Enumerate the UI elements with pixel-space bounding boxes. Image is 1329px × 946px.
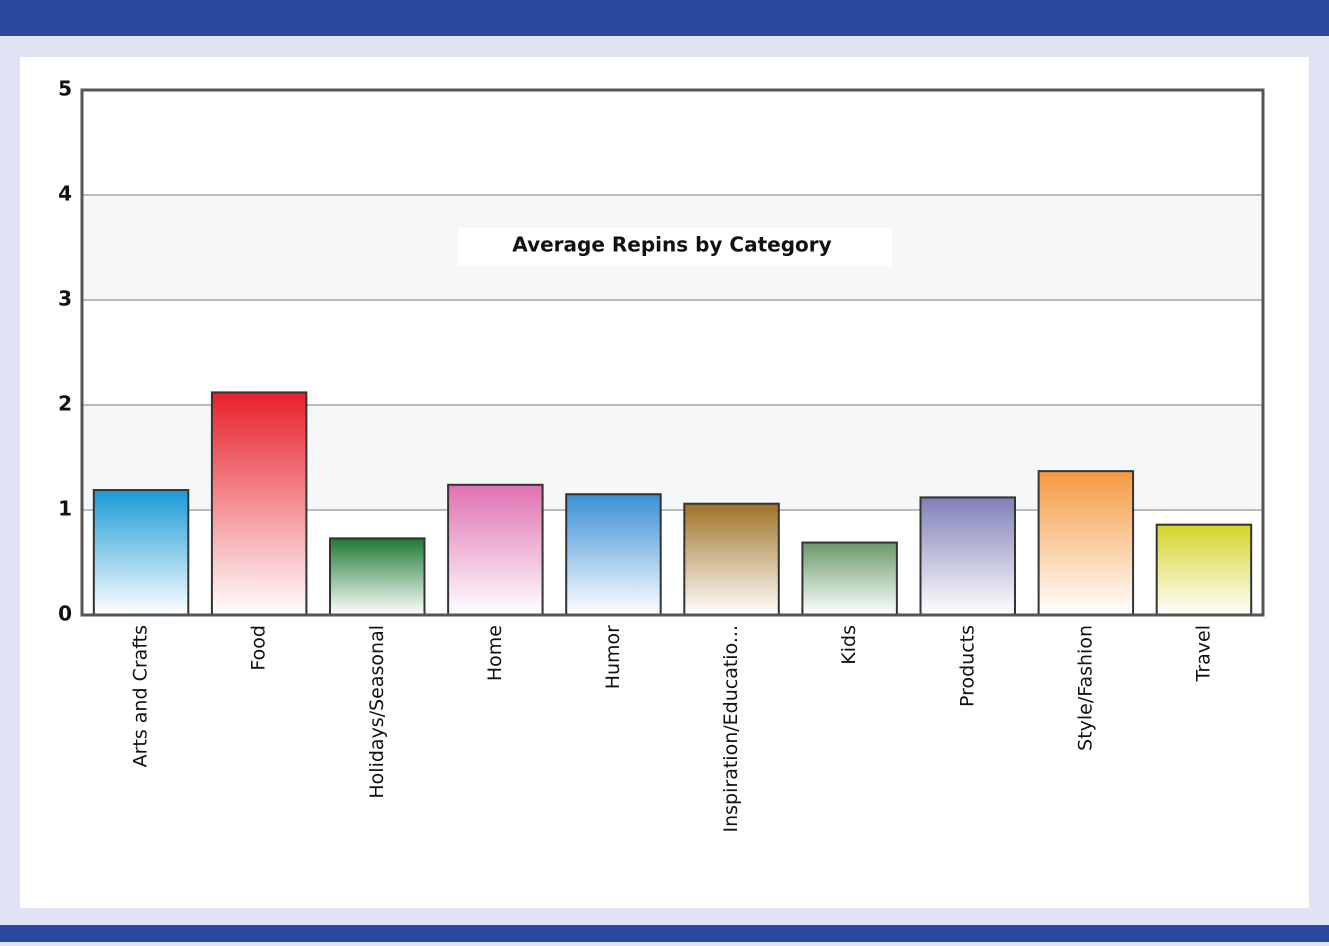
x-tick-label: Holidays/Seasonal [366,625,388,799]
x-tick-label: Products [956,625,978,707]
bar [683,502,780,617]
bar [801,541,898,616]
x-tick-label: Food [248,625,270,671]
bar [1155,523,1253,617]
y-tick-label: 1 [58,497,72,521]
x-tick-label: Travel [1192,625,1214,682]
x-tick-label: Kids [838,625,860,665]
top-band [0,0,1329,36]
bar [1037,470,1135,616]
bottom-band [0,925,1329,942]
chart-title: Average Repins by Category [512,233,831,257]
x-tick-label: Inspiration/Educatio... [720,625,742,832]
bar [447,483,544,616]
y-tick-label: 3 [58,287,72,311]
y-tick-label: 4 [58,182,72,206]
bar [919,496,1016,616]
bar [329,537,426,616]
y-tick-label: 0 [58,602,72,626]
bar [210,391,308,616]
x-tick-label: Home [484,625,506,681]
bar [565,493,662,616]
plot-border [80,88,1265,617]
y-tick-label: 2 [58,392,72,416]
x-tick-label: Humor [602,625,624,689]
x-tick-label: Style/Fashion [1074,625,1096,751]
y-tick-label: 5 [58,77,72,101]
bar [92,489,190,616]
x-tick-label: Arts and Crafts [130,625,152,767]
title-box [458,228,892,266]
